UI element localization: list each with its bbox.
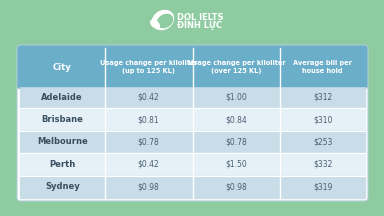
Text: Usage change per kiloliter
(over 125 KL): Usage change per kiloliter (over 125 KL): [188, 60, 285, 74]
Polygon shape: [157, 14, 172, 28]
Text: Adelaide: Adelaide: [41, 93, 83, 102]
Text: Melbourne: Melbourne: [37, 138, 88, 146]
Text: $0.78: $0.78: [226, 138, 247, 146]
Text: $0.98: $0.98: [226, 182, 247, 191]
FancyBboxPatch shape: [17, 45, 368, 89]
Bar: [20, 131, 365, 153]
Text: Brisbane: Brisbane: [41, 115, 83, 124]
Bar: [20, 176, 365, 198]
FancyBboxPatch shape: [17, 45, 368, 201]
Polygon shape: [152, 10, 174, 30]
Text: $312: $312: [313, 93, 333, 102]
Text: Perth: Perth: [49, 160, 75, 169]
Text: $1.50: $1.50: [226, 160, 247, 169]
Text: DOL IELTS: DOL IELTS: [177, 13, 223, 22]
Text: Sydney: Sydney: [45, 182, 79, 191]
Text: $310: $310: [313, 115, 333, 124]
Text: City: City: [53, 62, 72, 71]
Bar: [20, 67, 365, 86]
Text: Average bill per
house hold: Average bill per house hold: [293, 60, 352, 74]
Text: $0.81: $0.81: [138, 115, 159, 124]
Text: $332: $332: [313, 160, 333, 169]
Text: $0.42: $0.42: [137, 93, 159, 102]
Text: $0.84: $0.84: [226, 115, 247, 124]
Text: Usage change per kiloliter
(up to 125 KL): Usage change per kiloliter (up to 125 KL…: [100, 60, 197, 74]
Text: $0.42: $0.42: [137, 160, 159, 169]
Polygon shape: [151, 20, 159, 28]
Bar: [20, 48, 365, 86]
Text: $0.78: $0.78: [137, 138, 159, 146]
Bar: [20, 86, 365, 108]
Text: $1.00: $1.00: [226, 93, 247, 102]
Bar: [20, 108, 365, 131]
Text: $319: $319: [313, 182, 333, 191]
Bar: [20, 153, 365, 176]
Text: $253: $253: [313, 138, 333, 146]
Text: ĐÌNH LỰC: ĐÌNH LỰC: [177, 20, 222, 30]
Text: $0.98: $0.98: [137, 182, 159, 191]
